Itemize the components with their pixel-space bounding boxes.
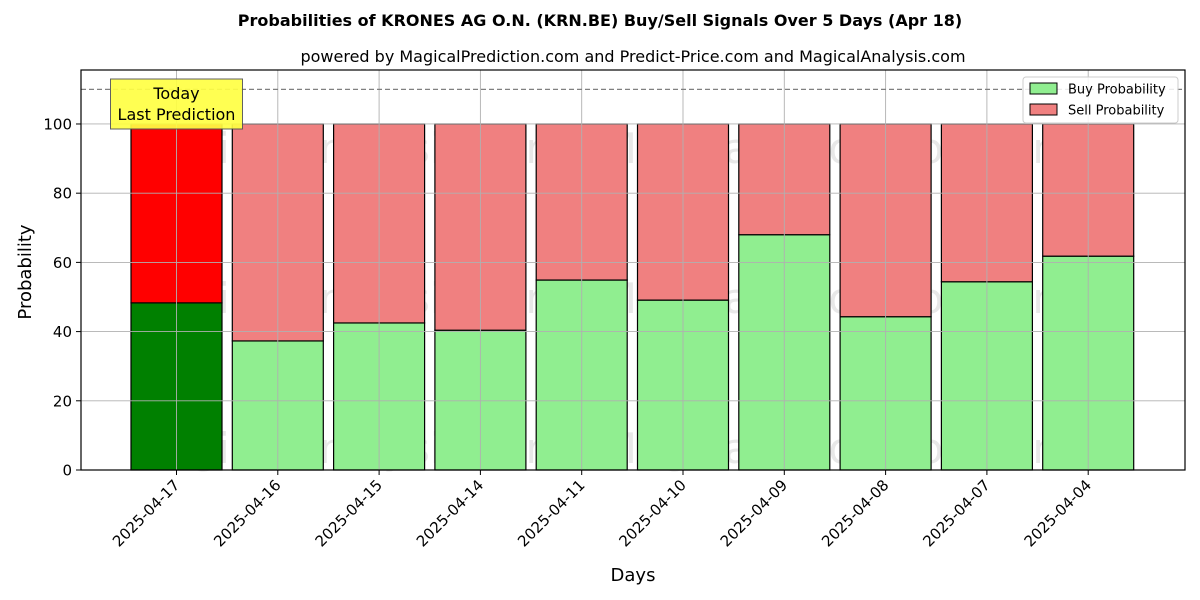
- x-tick-label: 2025-04-07: [919, 476, 993, 550]
- y-tick-label: 0: [62, 462, 72, 480]
- legend: Buy Probability Sell Probability: [1022, 76, 1179, 124]
- x-tick-label: 2025-04-14: [413, 476, 487, 550]
- y-tick-label: 40: [53, 323, 72, 341]
- x-tick-label: 2025-04-11: [514, 476, 588, 550]
- x-tick-label: 2025-04-17: [109, 476, 183, 550]
- x-tick-label: 2025-04-04: [1021, 476, 1095, 550]
- legend-box: [1022, 76, 1179, 124]
- y-tick-label: 20: [53, 392, 72, 410]
- annotation-line-last-prediction: Last Prediction: [118, 105, 236, 124]
- x-tick-label: 2025-04-16: [210, 476, 284, 550]
- y-tick-label: 80: [53, 185, 72, 203]
- y-tick-label: 60: [53, 254, 72, 272]
- legend-swatch-buy: [1029, 82, 1058, 95]
- chart-subtitle: powered by MagicalPrediction.com and Pre…: [300, 47, 965, 66]
- legend-label-buy: Buy Probability: [1068, 83, 1166, 98]
- annotation-line-today: Today: [152, 84, 199, 103]
- x-tick-label: 2025-04-09: [717, 476, 791, 550]
- legend-label-sell: Sell Probability: [1068, 104, 1165, 119]
- x-axis-label: Days: [611, 565, 656, 586]
- y-axis-label: Probability: [15, 224, 36, 319]
- chart-title: Probabilities of KRONES AG O.N. (KRN.BE)…: [238, 11, 962, 30]
- x-tick-label: 2025-04-15: [312, 476, 386, 550]
- plot-frame: [80, 69, 1186, 471]
- y-tick-label: 100: [43, 115, 72, 133]
- x-tick-label: 2025-04-10: [615, 476, 689, 550]
- legend-swatch-sell: [1029, 103, 1058, 116]
- x-tick-label: 2025-04-08: [818, 476, 892, 550]
- plot-area: MagicalAnalysis.comMagicalPrediction.com…: [43, 69, 1186, 550]
- annotation-box: [110, 78, 243, 130]
